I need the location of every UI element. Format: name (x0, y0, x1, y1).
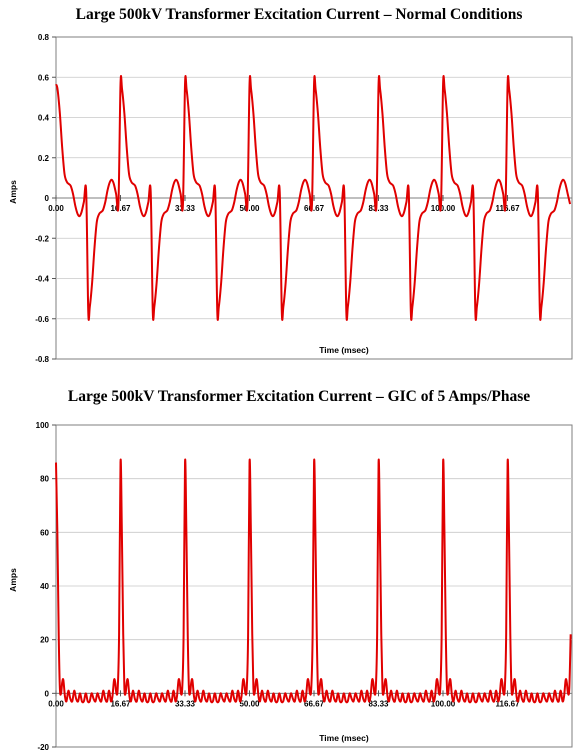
x-tick-label: 83.33 (368, 204, 389, 213)
y-tick-label: 100 (36, 421, 50, 430)
y-tick-label: -20 (37, 743, 49, 750)
y-axis-label: Amps (8, 180, 18, 204)
x-tick-label: 33.33 (175, 699, 196, 708)
x-tick-label: 83.33 (368, 699, 389, 708)
y-tick-label: 0.2 (38, 154, 50, 163)
x-tick-label: 33.33 (175, 204, 196, 213)
chart-gic-5-amps: -20 0 20 40 60 80 100 0.00 16.67 33.33 50.00 66.67 8… (8, 421, 573, 750)
x-tick-label: 66.67 (304, 699, 325, 708)
x-tick-label: 100.00 (431, 699, 456, 708)
y-tick-label: -0.2 (35, 234, 49, 243)
x-tick-label: 116.67 (496, 699, 521, 708)
y-tick-label: -0.8 (35, 355, 49, 362)
y-tick-label: 0.6 (38, 73, 50, 82)
y-tick-label: 0.4 (38, 114, 50, 123)
y-tick-label: 0 (45, 194, 50, 203)
y-tick-label: 60 (40, 528, 49, 537)
x-axis-label: Time (msec) (319, 733, 369, 743)
y-tick-label: 80 (40, 475, 49, 484)
x-axis-label: Time (msec) (319, 345, 369, 355)
x-tick-label: 50.00 (239, 204, 260, 213)
x-tick-label: 116.67 (496, 204, 521, 213)
y-axis-label: Amps (8, 568, 18, 592)
y-tick-label: 40 (40, 582, 49, 591)
chart-title-gic: Large 500kV Transformer Excitation Curre… (67, 388, 531, 405)
x-tick-label: 16.67 (110, 699, 131, 708)
x-tick-label: 100.00 (431, 204, 456, 213)
x-tick-label: 16.67 (110, 204, 131, 213)
x-tick-label: 0.00 (48, 699, 64, 708)
series-line (55, 458, 572, 704)
x-tick-label: 0.00 (48, 204, 64, 213)
x-tick-label: 50.00 (239, 699, 260, 708)
y-tick-label: -0.4 (35, 275, 49, 284)
y-tick-label: -0.6 (35, 315, 49, 324)
x-tick-label: 66.67 (304, 204, 325, 213)
y-tick-label: 0.8 (38, 33, 50, 42)
y-tick-label: 0 (45, 689, 50, 698)
series-line (55, 75, 572, 321)
y-tick-label: 20 (40, 636, 49, 645)
chart-normal-conditions: -0.8 -0.6 -0.4 -0.2 0 0.2 0.4 0.6 0.8 0.00 16.67 33… (8, 33, 573, 362)
chart-title-normal: Large 500kV Transformer Excitation Curre… (75, 6, 523, 23)
